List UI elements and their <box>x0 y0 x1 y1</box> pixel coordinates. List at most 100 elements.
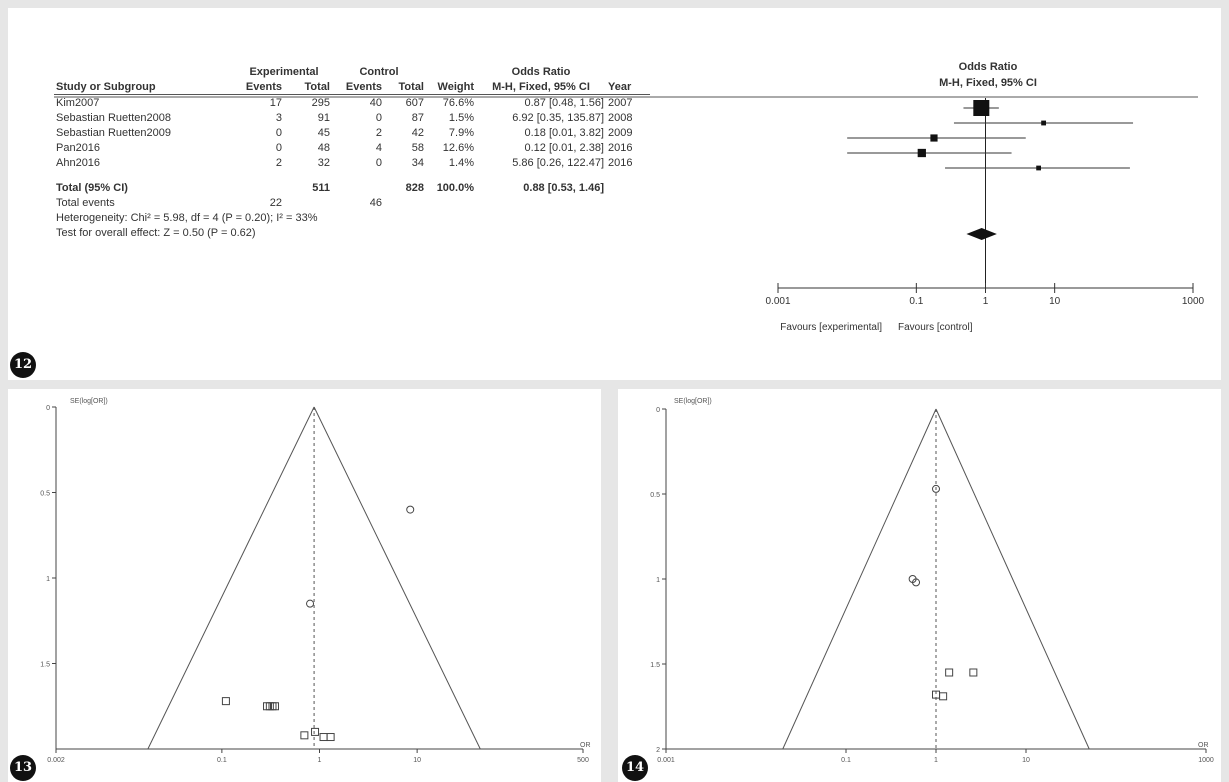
y-tick-label: 1 <box>46 576 50 583</box>
cell-t2: 607 <box>405 96 424 109</box>
x-tick-label: 0.1 <box>841 757 851 764</box>
cell-t2: 58 <box>411 141 424 154</box>
study-point <box>265 702 274 711</box>
study-point <box>969 668 978 677</box>
study-point <box>945 668 954 677</box>
favours-right-label: Favours [control] <box>898 322 973 333</box>
cell-t1: 91 <box>317 111 330 124</box>
cell-study: Sebastian Ruetten2009 <box>56 126 171 139</box>
funnel-left-line <box>147 406 315 750</box>
study-point <box>311 727 320 736</box>
events2-header: Events <box>345 80 382 93</box>
forest-plot-panel: Experimental Control Odds Ratio Study or… <box>8 8 1221 380</box>
cell-weight: 1.4% <box>448 156 474 169</box>
events-e1: 22 <box>269 196 282 209</box>
method-header: M-H, Fixed, 95% CI <box>492 80 590 93</box>
study-point <box>221 697 230 706</box>
cell-year: 2016 <box>608 141 633 154</box>
x-tick-label: 500 <box>577 757 589 764</box>
cell-e2: 0 <box>375 156 382 169</box>
y-tick-label: 0.5 <box>650 492 660 499</box>
study-header: Study or Subgroup <box>56 80 156 93</box>
cell-t1: 45 <box>317 126 330 139</box>
or-group-header: Odds Ratio <box>511 65 571 78</box>
total2-header: Total <box>398 80 424 93</box>
figure-badge-14: 14 <box>622 755 648 781</box>
group1-header: Experimental <box>249 65 319 78</box>
study-point <box>300 731 309 740</box>
total-row: Total (95% CI) 511 828 100.0% 0.88 [0.53… <box>54 180 650 195</box>
cell-e2: 4 <box>375 141 382 154</box>
cell-e2: 40 <box>369 96 382 109</box>
cell-e2: 2 <box>375 126 382 139</box>
events1-header: Events <box>245 80 282 93</box>
table-row: Sebastian Ruetten2009 0 45 2 42 7.9% 0.18 [0.0… <box>54 125 650 140</box>
forest-x-tick-label: 1 <box>983 296 989 307</box>
plot-title: Odds Ratio <box>959 61 1018 73</box>
study-square <box>1036 165 1041 171</box>
y-tick-label: 0 <box>656 407 660 414</box>
cell-e1: 3 <box>275 111 282 124</box>
study-point <box>319 733 328 742</box>
figure-badge-13: 13 <box>10 755 36 781</box>
funnel-right-line <box>935 408 1090 750</box>
cell-ci: 5.86 [0.26, 122.47] <box>512 156 604 169</box>
forest-x-tick-label: 0.1 <box>909 296 923 307</box>
overall-effect-text: Test for overall effect: Z = 0.50 (P = 0… <box>56 226 256 239</box>
cell-study: Sebastian Ruetten2008 <box>56 111 171 124</box>
cell-e1: 17 <box>269 96 282 109</box>
events-label: Total events <box>56 196 115 209</box>
events-row: Total events 22 46 <box>54 195 650 210</box>
cell-weight: 1.5% <box>448 111 474 124</box>
x-tick-label: 1000 <box>1198 757 1214 764</box>
events-e2: 46 <box>369 196 382 209</box>
table-row: Sebastian Ruetten2008 3 91 0 87 1.5% 6.92 [0.3… <box>54 110 650 125</box>
y-tick-label: 0 <box>46 405 50 412</box>
y-tick-label: 2 <box>656 747 660 754</box>
cell-year: 2008 <box>608 111 633 124</box>
total-t1: 511 <box>312 181 330 194</box>
study-square <box>930 134 938 142</box>
total-ci: 0.88 [0.53, 1.46] <box>523 181 604 194</box>
funnel-plot-13-panel: SE(log[OR]) OR 0.002 0.1 1 10 500 0 0.5 1 1.5 13 <box>8 389 601 782</box>
study-square <box>917 148 926 158</box>
forest-x-tick-label: 0.001 <box>765 296 790 307</box>
table-row: Ahn2016 2 32 0 34 1.4% 5.86 [0.26, 122.47] 2016 <box>54 155 650 170</box>
cell-study: Kim2007 <box>56 96 100 109</box>
x-tick-label: 1 <box>934 757 938 764</box>
cell-t2: 87 <box>411 111 424 124</box>
forest-x-tick-label: 1000 <box>1182 296 1205 307</box>
cell-e1: 2 <box>275 156 282 169</box>
cell-ci: 0.87 [0.48, 1.56] <box>524 96 604 109</box>
study-square <box>973 100 990 116</box>
cell-year: 2009 <box>608 126 633 139</box>
cell-weight: 7.9% <box>448 126 474 139</box>
y-tick-label: 0.5 <box>40 491 50 498</box>
study-point <box>326 733 335 742</box>
x-tick-label: 0.002 <box>47 757 65 764</box>
cell-year: 2007 <box>608 96 633 109</box>
cell-e2: 0 <box>375 111 382 124</box>
x-tick-label: 10 <box>413 757 421 764</box>
forest-table: Experimental Control Odds Ratio Study or… <box>54 64 650 240</box>
cell-weight: 12.6% <box>442 141 474 154</box>
funnel14-xlabel: OR <box>1198 742 1209 749</box>
cell-ci: 0.12 [0.01, 2.38] <box>524 141 604 154</box>
cell-year: 2016 <box>608 156 633 169</box>
study-point <box>270 702 279 711</box>
cell-ci: 0.18 [0.01, 3.82] <box>524 126 604 139</box>
summary-diamond <box>966 228 997 240</box>
figure-badge-12: 12 <box>10 352 36 378</box>
x-tick-label: 1 <box>318 757 322 764</box>
cell-t2: 42 <box>411 126 424 139</box>
plot-subtitle: M-H, Fixed, 95% CI <box>939 77 1037 89</box>
y-tick-label: 1.5 <box>650 662 660 669</box>
cell-ci: 6.92 [0.35, 135.87] <box>512 111 604 124</box>
funnel13-xlabel: OR <box>580 742 591 749</box>
total-weight: 100.0% <box>436 181 474 194</box>
funnel14-ylabel: SE(log[OR]) <box>674 398 712 405</box>
cell-e1: 0 <box>275 141 282 154</box>
cell-study: Ahn2016 <box>56 156 101 169</box>
cell-e1: 0 <box>275 126 282 139</box>
study-point <box>939 692 948 701</box>
